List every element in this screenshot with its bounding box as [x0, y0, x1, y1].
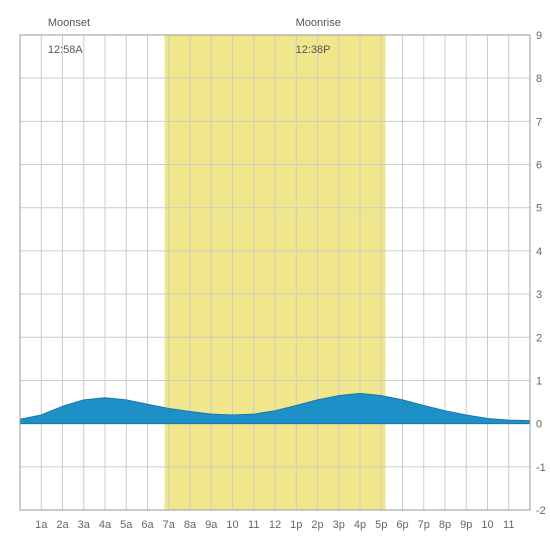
y-tick-label: 0 — [536, 419, 542, 431]
y-tick-label: 9 — [536, 30, 542, 42]
x-tick-label: 11 — [248, 519, 259, 531]
x-tick-label: 7a — [163, 519, 176, 531]
y-tick-label: -1 — [536, 462, 546, 474]
x-tick-label: 1p — [290, 519, 302, 531]
y-tick-label: 1 — [536, 375, 542, 387]
y-tick-label: 5 — [536, 203, 542, 215]
y-tick-label: -2 — [536, 505, 546, 517]
moonrise-title: Moonrise — [296, 17, 341, 29]
x-tick-label: 8p — [439, 519, 451, 531]
x-tick-label: 5a — [120, 519, 133, 531]
x-tick-label: 2p — [311, 519, 323, 531]
x-tick-label: 2a — [56, 519, 69, 531]
y-tick-label: 4 — [536, 246, 542, 258]
y-tick-label: 7 — [536, 116, 542, 128]
x-tick-label: 7p — [418, 519, 430, 531]
moonrise-time: 12:38P — [296, 44, 331, 56]
x-tick-label: 8a — [184, 519, 197, 531]
tide-chart: Moonset 12:58A Moonrise 12:38P -2-101234… — [0, 0, 550, 550]
x-tick-label: 1a — [35, 519, 48, 531]
moonset-title: Moonset — [48, 17, 90, 29]
x-tick-label: 12 — [269, 519, 281, 531]
moonrise-label: Moonrise 12:38P — [283, 4, 340, 70]
x-tick-label: 6a — [141, 519, 154, 531]
y-tick-label: 8 — [536, 73, 542, 85]
x-tick-label: 5p — [375, 519, 387, 531]
x-tick-label: 4p — [354, 519, 366, 531]
x-tick-label: 4a — [99, 519, 112, 531]
x-tick-label: 3a — [78, 519, 91, 531]
moonset-label: Moonset 12:58A — [36, 4, 90, 70]
y-tick-label: 3 — [536, 289, 542, 301]
x-tick-label: 10 — [481, 519, 493, 531]
x-tick-label: 10 — [226, 519, 238, 531]
x-tick-label: 9a — [205, 519, 218, 531]
y-tick-label: 6 — [536, 160, 542, 172]
x-tick-label: 11 — [503, 519, 514, 531]
moonset-time: 12:58A — [48, 44, 83, 56]
x-tick-label: 3p — [333, 519, 345, 531]
x-tick-label: 6p — [396, 519, 408, 531]
x-tick-label: 9p — [460, 519, 472, 531]
y-tick-label: 2 — [536, 332, 542, 344]
chart-svg: -2-101234567891a2a3a4a5a6a7a8a9a1011121p… — [0, 0, 550, 550]
